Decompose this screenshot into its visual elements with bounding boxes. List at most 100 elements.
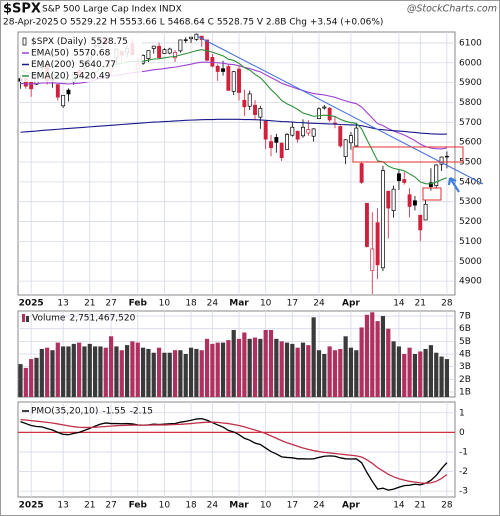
candle-body: [253, 104, 257, 115]
trendline: [196, 35, 484, 185]
y-tick-label: 6B: [459, 324, 471, 334]
volume-bar: [77, 342, 82, 397]
x-tick-label: 28: [441, 501, 453, 511]
y-tick-label: 5100: [459, 237, 482, 247]
candle-body: [349, 135, 353, 144]
candle-body: [439, 156, 444, 165]
volume-bar: [380, 316, 386, 397]
volume-bar: [263, 329, 268, 397]
volume-bar: [236, 338, 242, 397]
candle-body: [189, 36, 194, 40]
candle-body: [290, 126, 295, 136]
volume-bar: [215, 342, 220, 397]
volume-bar: [45, 347, 50, 397]
volume-bar: [178, 350, 183, 397]
volume-bar: [151, 352, 156, 397]
volume-bar: [444, 359, 449, 397]
x-tick-label: 24: [313, 299, 325, 309]
legend-label: 5420.49: [73, 72, 110, 82]
candle-body: [173, 52, 178, 59]
y-tick-label: 5300: [459, 197, 482, 207]
candle-body: [317, 108, 321, 119]
volume-bar: [327, 346, 332, 397]
volume-bar: [316, 350, 322, 397]
candle-body: [418, 214, 423, 231]
x-tick-label: 18: [185, 501, 197, 511]
volume-bar: [98, 346, 103, 397]
candle-body: [242, 99, 247, 108]
legend-label: EMA(50): [31, 49, 69, 59]
x-tick-label: 21: [415, 299, 426, 309]
candle-body: [157, 45, 162, 58]
candle-body: [365, 202, 369, 247]
description: S&P 500 Large Cap Index INDX: [42, 5, 182, 15]
y-tick-label: 5B: [459, 337, 471, 347]
x-tick-label: 2025: [19, 299, 44, 309]
volume-bar: [103, 347, 108, 397]
x-tick-label: 18: [185, 299, 197, 309]
volume-bar: [274, 338, 279, 397]
volume-bar: [295, 347, 300, 397]
volume-bar: [231, 329, 236, 397]
candle-body: [226, 66, 231, 91]
x-tick-label: 10: [260, 299, 272, 309]
candle-body: [327, 107, 332, 121]
y-tick-label: 6100: [459, 38, 482, 48]
x-tick-label: Apr: [342, 299, 360, 309]
x-tick-label: Mar: [229, 299, 249, 309]
volume-bar: [135, 342, 140, 397]
volume-bar: [109, 336, 114, 397]
candle-body: [162, 49, 167, 54]
y-tick-label: 1B: [459, 387, 471, 397]
volume-bar: [34, 357, 39, 397]
volume-bar: [396, 346, 402, 397]
candle-body: [338, 126, 343, 147]
source: @StockCharts.com: [407, 4, 497, 15]
x-tick-label: Feb: [129, 299, 148, 309]
volume-bar: [61, 346, 66, 397]
x-tick-label: 14: [393, 501, 405, 511]
volume-bar: [391, 341, 396, 397]
y-tick-label: 5700: [459, 118, 482, 128]
volume-bar: [252, 337, 258, 397]
x-tick-label: 2025: [19, 501, 44, 511]
candle-body: [423, 203, 428, 221]
y-tick-label: 5400: [459, 177, 482, 187]
candle-body: [322, 106, 327, 109]
volume-bar: [162, 352, 167, 397]
legend-label: 2,751,467,520: [69, 314, 135, 324]
candle-body: [380, 170, 385, 269]
x-tick-label: 21: [415, 501, 426, 511]
volume-bar: [279, 341, 284, 397]
volume-bar: [93, 346, 98, 397]
candle-body: [412, 200, 417, 206]
volume-bar: [82, 346, 87, 397]
arrow: [447, 177, 460, 193]
volume-bar: [71, 343, 76, 397]
candle-body: [386, 190, 391, 209]
volume-bar: [194, 348, 199, 397]
candle-body: [306, 129, 311, 134]
candle-body: [178, 39, 183, 52]
volume-bar: [311, 317, 316, 397]
candle-body: [391, 188, 396, 211]
panel: [17, 401, 456, 498]
x-tick-label: 13: [57, 299, 68, 309]
volume-bar: [322, 354, 327, 397]
candle-body: [258, 108, 263, 118]
volume-bar: [343, 336, 348, 397]
y-tick-label: 6000: [459, 58, 482, 68]
candle-body: [402, 179, 407, 183]
symbol: $SPX: [3, 2, 41, 17]
volume-bar: [210, 343, 215, 397]
volume-bar: [18, 364, 23, 397]
y-tick-label: 4B: [459, 350, 471, 360]
y-tick-label: 5900: [459, 78, 482, 88]
candle-body: [237, 68, 241, 93]
volume-bar: [423, 348, 428, 397]
candle-body: [279, 142, 284, 158]
candle-body: [221, 68, 225, 72]
y-tick-label: 1: [459, 408, 465, 418]
x-tick-label: 21: [84, 501, 95, 511]
legend-label: 5528.75: [91, 37, 128, 47]
